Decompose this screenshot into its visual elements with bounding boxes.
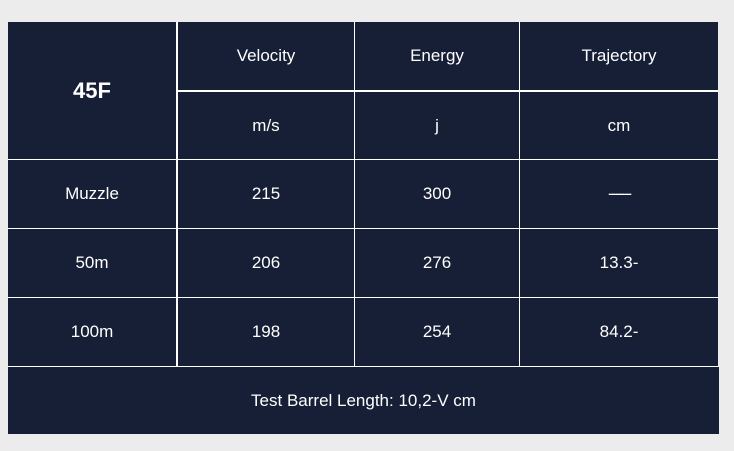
cell-energy: 254 bbox=[355, 298, 519, 366]
cell-energy: 276 bbox=[355, 229, 519, 297]
row-label-100m: 100m bbox=[8, 298, 176, 366]
header-trajectory: Trajectory bbox=[520, 22, 718, 90]
cell-trajectory: 13.3- bbox=[520, 229, 718, 297]
cell-velocity: 206 bbox=[178, 229, 354, 297]
row-label-muzzle: Muzzle bbox=[8, 160, 176, 228]
cell-velocity: 198 bbox=[178, 298, 354, 366]
ammo-type-cell: 45F bbox=[8, 22, 176, 159]
table-footer: Test Barrel Length: 10,2-V cm bbox=[8, 367, 719, 434]
cell-trajectory: ------ bbox=[520, 160, 718, 228]
header-energy: Energy bbox=[355, 22, 519, 90]
row-label-50m: 50m bbox=[8, 229, 176, 297]
cell-trajectory: 84.2- bbox=[520, 298, 718, 366]
unit-velocity: m/s bbox=[178, 92, 354, 159]
unit-energy: j bbox=[355, 92, 519, 159]
header-velocity: Velocity bbox=[178, 22, 354, 90]
unit-trajectory: cm bbox=[520, 92, 718, 159]
cell-velocity: 215 bbox=[178, 160, 354, 228]
cell-energy: 300 bbox=[355, 160, 519, 228]
